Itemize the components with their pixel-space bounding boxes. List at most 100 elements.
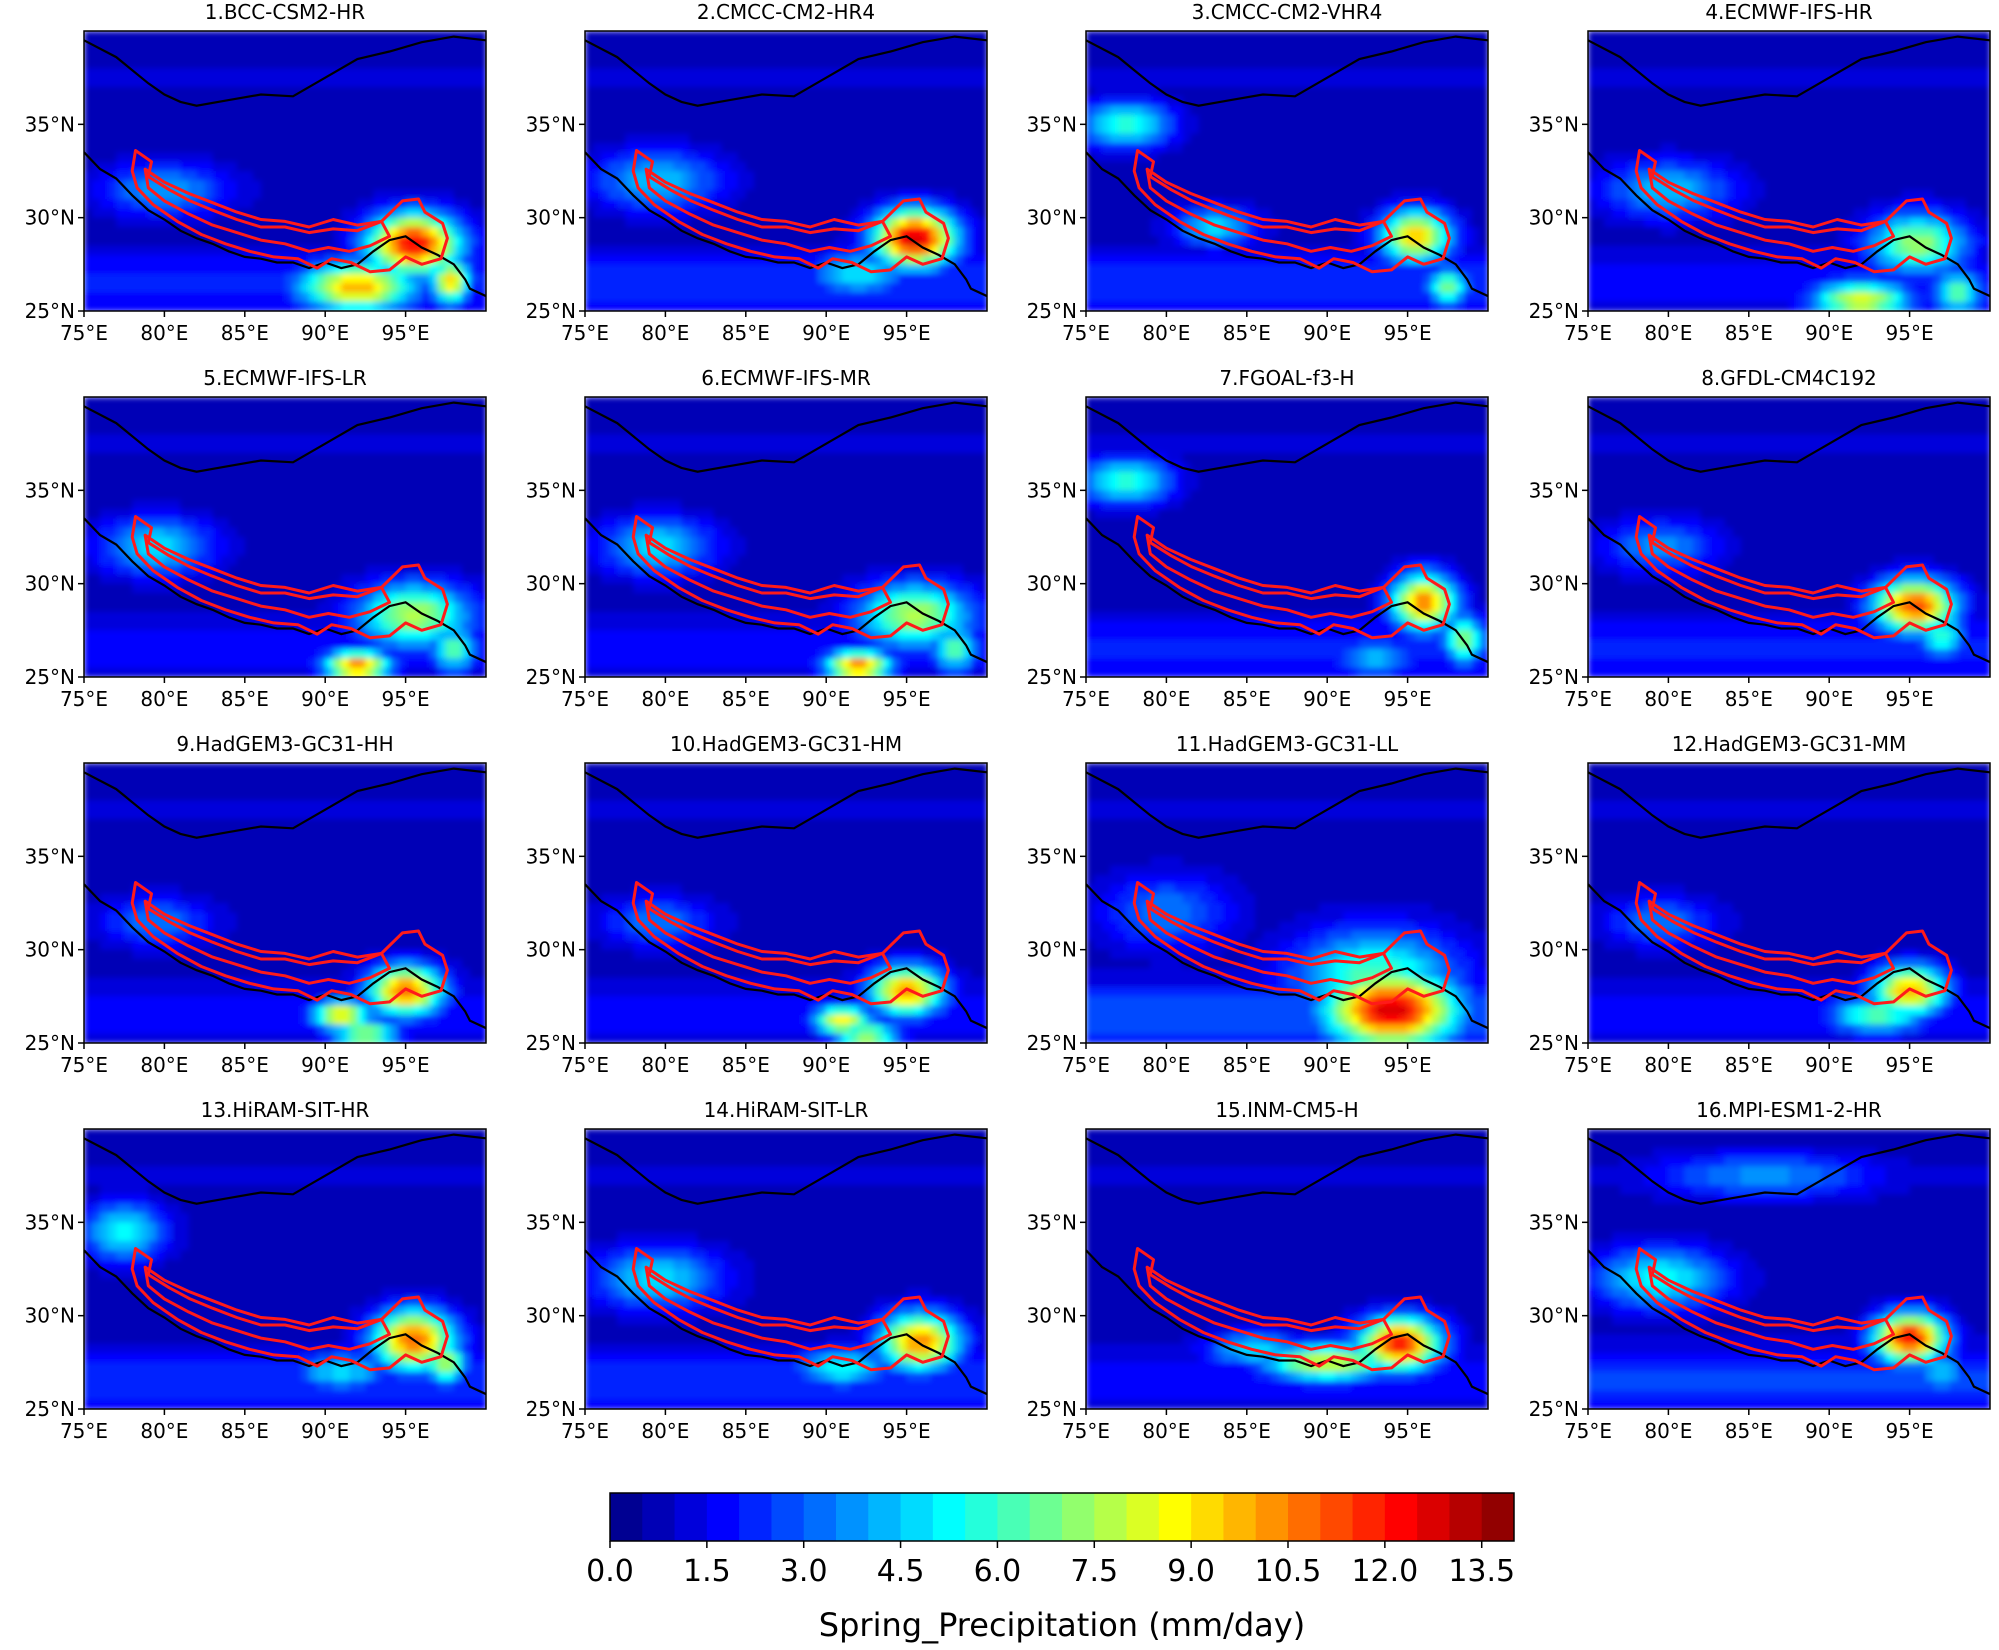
field-cell	[84, 133, 93, 144]
field-cell	[1238, 273, 1248, 284]
field-cell	[293, 115, 302, 125]
field-cell	[461, 115, 471, 125]
field-cell	[268, 217, 278, 228]
field-cell	[204, 105, 214, 116]
field-cell	[657, 264, 666, 275]
field-cell	[721, 143, 731, 153]
field-cell	[1604, 40, 1613, 51]
field-cell	[761, 133, 771, 144]
field-cell	[1086, 255, 1095, 265]
field-cell	[1415, 301, 1425, 311]
field-cell	[1246, 59, 1256, 69]
field-cell	[761, 161, 771, 172]
field-cell	[228, 171, 238, 181]
field-cell	[641, 77, 650, 88]
field-cell	[794, 245, 803, 256]
field-cell	[858, 245, 867, 256]
field-cell	[713, 115, 723, 125]
field-cell	[1628, 105, 1637, 116]
field-cell	[429, 40, 439, 51]
field-cell	[1367, 77, 1377, 88]
field-cell	[1431, 40, 1441, 51]
field-cell	[1174, 68, 1184, 79]
field-cell	[786, 255, 795, 265]
field-cell	[705, 255, 715, 265]
field-cell	[453, 171, 463, 181]
field-cell	[970, 105, 980, 116]
field-cell	[625, 40, 634, 51]
field-cell	[196, 171, 206, 181]
field-cell	[1415, 217, 1425, 228]
field-cell	[954, 217, 964, 228]
field-cell	[437, 87, 447, 97]
field-cell	[1596, 49, 1605, 60]
field-cell	[745, 59, 755, 69]
field-cell	[882, 171, 892, 181]
field-cell	[196, 180, 206, 191]
field-cell	[681, 189, 691, 200]
field-cell	[681, 96, 691, 107]
field-cell	[874, 227, 884, 237]
field-cell	[1415, 292, 1425, 303]
field-cell	[477, 180, 486, 191]
field-cell	[397, 227, 407, 237]
field-cell	[204, 133, 214, 144]
field-cell	[786, 283, 795, 293]
field-cell	[124, 301, 133, 311]
field-cell	[585, 49, 594, 60]
field-cell	[673, 208, 683, 219]
field-cell	[116, 31, 125, 41]
field-cell	[1407, 171, 1417, 181]
field-cell	[236, 143, 246, 153]
field-cell	[1447, 40, 1457, 51]
field-cell	[1086, 77, 1095, 88]
field-cell	[1110, 208, 1119, 219]
field-cell	[164, 283, 174, 293]
field-cell	[1134, 264, 1143, 275]
field-cell	[721, 161, 731, 172]
field-cell	[1407, 124, 1417, 135]
field-cell	[617, 273, 626, 284]
field-cell	[1254, 68, 1264, 79]
field-cell	[914, 143, 924, 153]
field-cell	[204, 143, 214, 153]
field-cell	[1222, 40, 1232, 51]
field-cell	[938, 236, 948, 247]
field-cell	[649, 283, 658, 293]
field-cell	[970, 40, 980, 51]
field-cell	[609, 31, 618, 41]
field-cell	[914, 301, 924, 311]
field-cell	[1319, 87, 1328, 97]
field-cell	[962, 143, 972, 153]
field-cell	[777, 208, 787, 219]
field-cell	[914, 68, 924, 79]
field-cell	[1636, 77, 1645, 88]
field-cell	[1230, 283, 1240, 293]
field-cell	[1391, 143, 1401, 153]
field-cell	[593, 31, 602, 41]
field-cell	[1230, 31, 1240, 41]
field-cell	[228, 96, 238, 107]
field-cell	[641, 31, 650, 41]
field-cell	[325, 301, 334, 311]
field-cell	[1134, 217, 1143, 228]
field-cell	[172, 171, 182, 181]
field-cell	[357, 49, 366, 60]
field-cell	[140, 292, 149, 303]
field-cell	[729, 105, 739, 116]
field-cell	[649, 105, 658, 116]
field-cell	[301, 143, 310, 153]
field-cell	[689, 133, 699, 144]
field-cell	[108, 87, 117, 97]
field-cell	[890, 59, 900, 69]
field-cell	[1636, 40, 1645, 51]
field-cell	[1740, 59, 1750, 69]
field-cell	[421, 189, 431, 200]
field-cell	[1086, 283, 1095, 293]
field-cell	[810, 236, 819, 247]
field-cell	[341, 283, 350, 293]
field-cell	[188, 115, 198, 125]
field-cell	[1925, 40, 1935, 51]
field-cell	[585, 255, 594, 265]
field-cell	[1780, 68, 1790, 79]
